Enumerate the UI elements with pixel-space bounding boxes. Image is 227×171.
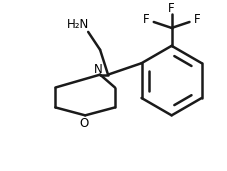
- Text: F: F: [168, 2, 174, 15]
- Text: F: F: [193, 14, 200, 27]
- Text: N: N: [93, 63, 102, 76]
- Text: F: F: [142, 14, 148, 27]
- Text: H₂N: H₂N: [67, 18, 89, 31]
- Text: O: O: [79, 117, 89, 130]
